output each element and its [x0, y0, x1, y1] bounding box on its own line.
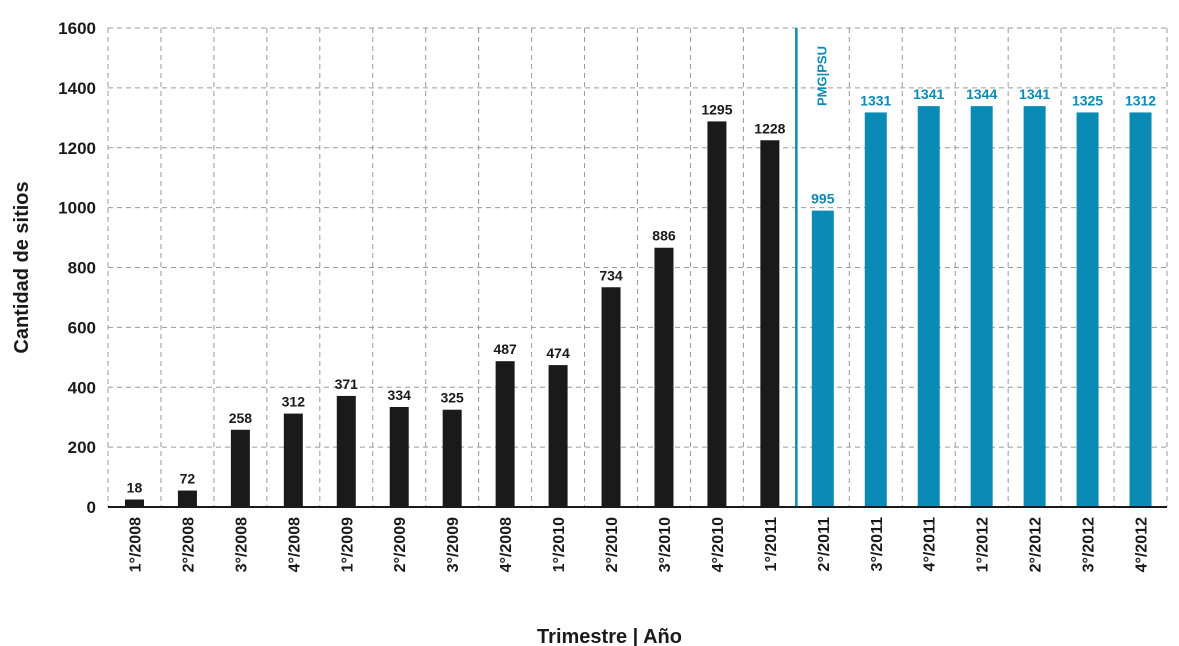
- x-tick-label: 2°/2011: [816, 517, 833, 572]
- bar: [970, 106, 993, 507]
- bar: [124, 499, 144, 507]
- bar: [811, 210, 834, 507]
- x-tick-label: 3°/2008: [233, 517, 250, 572]
- x-tick-label: 1°/2009: [339, 517, 356, 572]
- data-label: 371: [335, 376, 359, 392]
- x-axis-title: Trimestre | Año: [537, 626, 682, 646]
- y-tick-label: 0: [87, 498, 96, 517]
- x-tick-label: 3°/2012: [1081, 517, 1098, 572]
- data-label: 487: [493, 341, 517, 357]
- bar: [548, 365, 568, 507]
- bar: [442, 409, 462, 507]
- y-tick-label: 1200: [58, 139, 96, 158]
- bar: [707, 121, 727, 507]
- x-tick-label: 4°/2012: [1134, 517, 1151, 572]
- data-label: 312: [282, 394, 306, 410]
- x-tick-label: 1°/2012: [975, 517, 992, 572]
- bar: [1129, 112, 1152, 507]
- y-tick-label: 1600: [58, 19, 96, 38]
- bar: [864, 112, 887, 507]
- data-label: 995: [811, 191, 835, 207]
- data-label: 734: [599, 267, 623, 283]
- y-axis-title: Cantidad de sitios: [11, 181, 33, 353]
- data-label: 334: [388, 387, 412, 403]
- y-tick-label: 400: [68, 378, 96, 397]
- bar: [917, 106, 940, 507]
- data-label: 72: [180, 471, 196, 487]
- bar: [177, 490, 197, 507]
- data-label: 258: [229, 410, 253, 426]
- bar: [283, 413, 303, 507]
- x-tick-label: 2°/2008: [180, 517, 197, 572]
- data-label: 474: [546, 345, 570, 361]
- y-tick-labels: 0 200 400 600 800 1000 1200 1400 1600: [58, 19, 96, 517]
- bar: [336, 395, 356, 507]
- x-tick-label: 1°/2011: [763, 517, 780, 572]
- x-tick-label: 2°/2009: [392, 517, 409, 572]
- bars: [124, 106, 1152, 507]
- x-tick-label: 4°/2008: [498, 517, 515, 572]
- x-tick-label: 4°/2010: [710, 517, 727, 572]
- y-tick-label: 1400: [58, 79, 96, 98]
- x-tick-label: 3°/2010: [657, 517, 674, 572]
- x-tick-label: 4°/2008: [286, 517, 303, 572]
- x-tick-label: 4°/2011: [922, 517, 939, 572]
- data-label: 325: [440, 390, 464, 406]
- x-tick-label: 2°/2012: [1028, 517, 1045, 572]
- bar: [1076, 112, 1099, 507]
- y-tick-label: 800: [68, 259, 96, 278]
- data-label: 1325: [1072, 92, 1103, 108]
- grid-lines: [107, 27, 1168, 507]
- data-label: 1295: [701, 101, 732, 117]
- data-label: 1228: [754, 120, 785, 136]
- bar: [495, 361, 515, 507]
- data-labels: 18 72 258 312 371 334 325 487 474 734 886 1295 1228 9…: [127, 86, 1157, 495]
- data-label: 1344: [966, 86, 997, 102]
- data-label: 1331: [860, 92, 891, 108]
- bar: [389, 407, 409, 507]
- bar: [654, 247, 674, 507]
- marker-label: PMG|PSU: [814, 46, 829, 106]
- bar: [760, 140, 780, 507]
- data-label: 886: [652, 228, 676, 244]
- x-tick-labels: 1°/2008 2°/2008 3°/2008 4°/2008 1°/2009 2°/20…: [127, 517, 1150, 572]
- x-tick-label: 3°/2011: [869, 517, 886, 572]
- y-tick-label: 200: [68, 438, 96, 457]
- period-marker: PMG|PSU: [795, 28, 829, 507]
- y-tick-label: 1000: [58, 199, 96, 218]
- x-tick-label: 1°/2010: [551, 517, 568, 572]
- x-tick-label: 2°/2010: [604, 517, 621, 572]
- x-tick-label: 3°/2009: [445, 517, 462, 572]
- data-label: 1341: [1019, 86, 1050, 102]
- data-label: 1341: [913, 86, 944, 102]
- x-tick-label: 1°/2008: [127, 517, 144, 572]
- bar: [1023, 106, 1046, 507]
- y-tick-label: 600: [68, 318, 96, 337]
- bar: [601, 287, 621, 507]
- data-label: 1312: [1125, 92, 1156, 108]
- bar: [230, 429, 250, 507]
- data-label: 18: [127, 480, 143, 496]
